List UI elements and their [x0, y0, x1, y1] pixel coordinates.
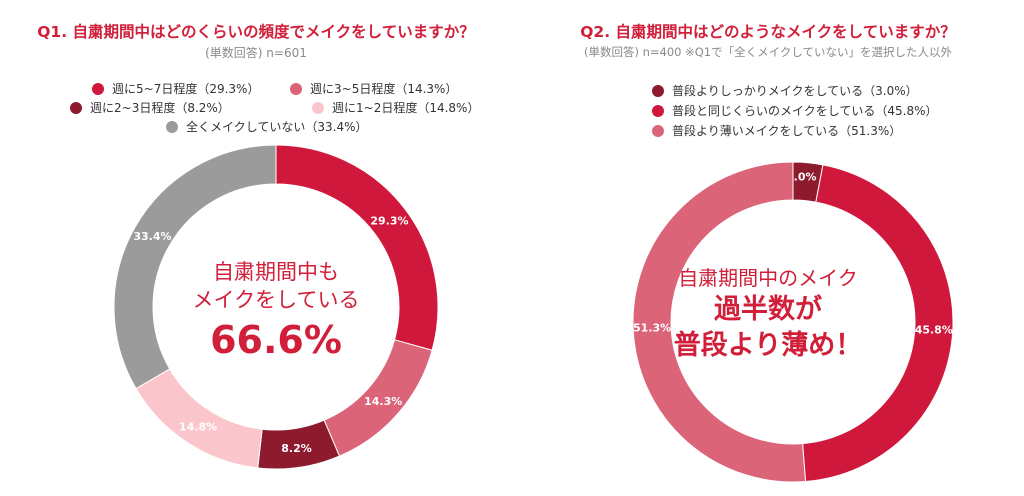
legend-label: 普段より薄いメイクをしている（51.3%）: [672, 124, 902, 138]
legend-item-q1-3: 週に1~2日程度（14.8%）: [312, 99, 479, 116]
q1-slice-label-1: 14.3%: [364, 395, 402, 408]
legend-item-q1-0: 週に5~7日程度（29.3%）: [92, 80, 259, 97]
legend-swatch: [312, 101, 324, 114]
legend-swatch: [652, 124, 664, 137]
chart-subtitle-q1: (単数回答) n=601: [205, 46, 307, 60]
q1-slice-label-3: 14.8%: [179, 420, 217, 433]
chart-subtitle-q2: (単数回答) n=400 ※Q1で「全くメイクしていない」を選択した人以外: [583, 45, 953, 59]
legend-label: 週に1~2日程度（14.8%）: [332, 101, 480, 115]
q1-slice-3: [135, 368, 263, 469]
center-value-q1: 66.6%: [210, 318, 342, 362]
center-text-q2: 自粛期間中のメイク 過半数が 普段より薄め！: [652, 264, 884, 364]
legend-item-q1-4: 全くメイクしていない（33.4%）: [166, 118, 368, 135]
legend-swatch: [652, 84, 664, 97]
chart-panel-q1: Q1. 自粛期間中はどのくらいの頻度でメイクをしていますか？ (単数回答) n=…: [37, 23, 479, 470]
legend-label: 週に2~3日程度（8.2%）: [90, 101, 230, 115]
legend-label: 週に5~7日程度（29.3%）: [112, 82, 260, 96]
q2-slice-label-1: 45.8%: [915, 324, 953, 337]
q1-slice-label-4: 33.4%: [133, 230, 171, 243]
legend-item-q2-1: 普段と同じくらいのメイクをしている（45.8%）: [652, 102, 938, 119]
legend-item-q2-0: 普段よりしっかりメイクをしている（3.0%）: [652, 82, 918, 99]
center-line-q1-1: 自粛期間中も: [213, 260, 339, 284]
q2-slice-1: [802, 164, 954, 483]
q2-slice-2: [632, 161, 807, 483]
q2-slice-label-0: 3.0%: [786, 171, 817, 184]
chart-panel-q2: Q2. 自粛期間中はどのようなメイクをしていますか？ (単数回答) n=400 …: [512, 0, 1024, 496]
legend-item-q1-2: 週に2~3日程度（8.2%）: [70, 99, 230, 116]
q1-slice-label-2: 8.2%: [281, 442, 312, 455]
q2-slice-label-2: 51.3%: [633, 322, 671, 335]
q1-slice-4: [113, 144, 277, 390]
center-line-q2-1: 自粛期間中のメイク: [678, 266, 858, 290]
center-line-q2-3: 普段より薄め！: [673, 330, 863, 361]
legend-swatch: [166, 120, 178, 133]
legend-label: 全くメイクしていない（33.4%）: [186, 120, 368, 134]
legend-label: 週に3~5日程度（14.3%）: [310, 82, 458, 96]
legend-swatch: [92, 82, 104, 95]
legend-swatch: [652, 104, 664, 117]
center-line-q2-2: 過半数が: [714, 294, 822, 325]
legend-item-q2-2: 普段より薄いメイクをしている（51.3%）: [652, 122, 901, 139]
legend-swatch: [70, 101, 82, 114]
chart-title-q2: Q2. 自粛期間中はどのようなメイクをしていますか？: [580, 23, 956, 41]
center-text-q1: 自粛期間中も メイクをしている 66.6%: [176, 258, 376, 364]
legend-label: 普段よりしっかりメイクをしている（3.0%）: [672, 84, 918, 98]
legend-swatch: [290, 82, 302, 95]
donut-chart-q2: 3.0% 45.8% 51.3%: [632, 161, 954, 483]
legend-item-q1-1: 週に3~5日程度（14.3%）: [290, 80, 457, 97]
center-line-q1-2: メイクをしている: [192, 288, 360, 312]
q1-slice-label-0: 29.3%: [370, 215, 408, 228]
legend-label: 普段と同じくらいのメイクをしている（45.8%）: [672, 104, 938, 118]
chart-title-q1: Q1. 自粛期間中はどのくらいの頻度でメイクをしていますか？: [37, 23, 475, 41]
donut-chart-q1: 29.3% 14.3% 8.2% 14.8% 33.4%: [113, 144, 439, 470]
